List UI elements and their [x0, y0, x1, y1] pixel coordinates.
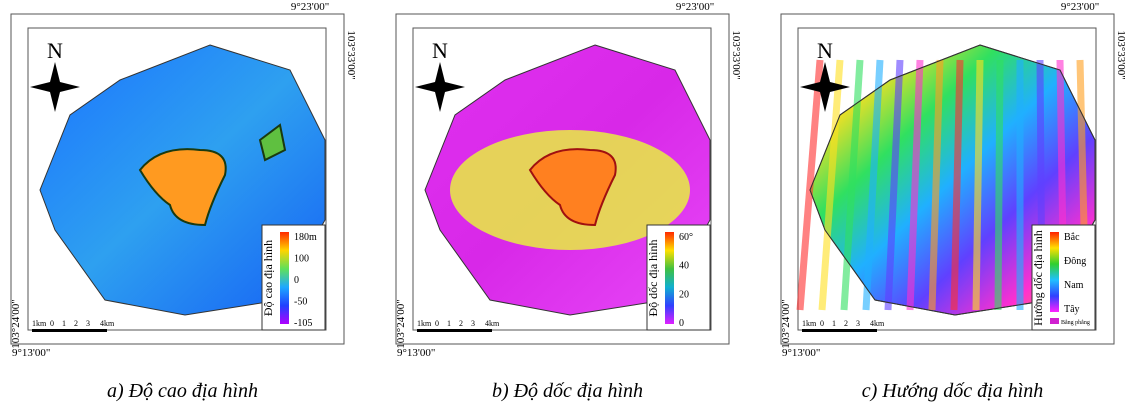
scale-label: 1 [62, 319, 66, 328]
scale-label: 0 [820, 319, 824, 328]
scale-bar [32, 329, 107, 332]
scale-label: 1km [417, 319, 432, 328]
scale-label: 4km [100, 319, 115, 328]
map-panel: N 9°23'00" 103°33'00" 103°24'00"9°13'00" 1km… [780, 0, 1125, 360]
scale-bar [417, 329, 492, 332]
legend-label: 100 [294, 254, 309, 265]
legend-label: Bằng phẳng [1061, 319, 1090, 326]
coord-left: 103°24'00" [395, 299, 407, 348]
legend-label: 0 [679, 318, 684, 329]
north-label: N [432, 38, 448, 63]
coord-left: 103°24'00" [780, 299, 792, 348]
coord-top: 9°23'00" [1061, 1, 1099, 13]
flat-swatch [1050, 318, 1059, 324]
legend-label: Tây [1064, 304, 1080, 315]
legend-title: Hướng dốc địa hình [1031, 230, 1045, 326]
map-panel: N 9°23'00" 103°33'00" 103°24'00"9°13'00" 1km… [10, 0, 355, 360]
figure: N9°23'00"103°33'00"103°24'00"9°13'00"1km… [0, 0, 1128, 410]
north-arrow [415, 62, 465, 112]
aspect-stripe [998, 60, 1000, 310]
legend-label: Bắc [1064, 232, 1080, 243]
scale-label: 0 [50, 319, 54, 328]
north-label: N [817, 38, 833, 63]
coord-right: 103°33'00" [345, 30, 355, 79]
coord-bottom: 9°13'00" [782, 347, 820, 359]
north-arrow [30, 62, 80, 112]
caption: b) Độ dốc địa hình [395, 380, 740, 403]
scale-bar [802, 329, 877, 332]
legend-bar [280, 232, 289, 324]
legend-label: Đông [1064, 256, 1086, 267]
scale-label: 2 [459, 319, 463, 328]
coord-right: 103°33'00" [1115, 30, 1125, 79]
coord-bottom: 9°13'00" [397, 347, 435, 359]
legend-label: 180m [294, 232, 317, 243]
legend-bar [665, 232, 674, 324]
scale-label: 2 [74, 319, 78, 328]
scale-label: 1 [447, 319, 451, 328]
scale-label: 0 [435, 319, 439, 328]
legend-label: Nam [1064, 280, 1084, 291]
legend-label: 60° [679, 232, 693, 243]
coord-top: 9°23'00" [291, 1, 329, 13]
legend-title: Độ dốc địa hình [646, 240, 660, 317]
scale-label: 4km [485, 319, 500, 328]
coord-bottom: 9°13'00" [12, 347, 50, 359]
legend-label: 40 [679, 261, 689, 272]
coord-right: 103°33'00" [730, 30, 740, 79]
caption: a) Độ cao địa hình [10, 380, 355, 403]
legend-label: 0 [294, 275, 299, 286]
legend-title: Độ cao địa hình [261, 240, 275, 316]
legend-label: 20 [679, 289, 689, 300]
legend-label: -105 [294, 318, 312, 329]
coord-left: 103°24'00" [10, 299, 22, 348]
scale-label: 4km [870, 319, 885, 328]
legend-label: -50 [294, 297, 307, 308]
scale-label: 3 [471, 319, 475, 328]
scale-label: 3 [86, 319, 90, 328]
scale-label: 1km [32, 319, 47, 328]
scale-label: 2 [844, 319, 848, 328]
caption: c) Hướng dốc địa hình [780, 380, 1125, 403]
scale-label: 3 [856, 319, 860, 328]
north-label: N [47, 38, 63, 63]
coord-top: 9°23'00" [676, 1, 714, 13]
aspect-stripe [976, 60, 980, 310]
map-panel: N 9°23'00" 103°33'00" 103°24'00"9°13'00" 1km… [395, 0, 740, 360]
scale-label: 1km [802, 319, 817, 328]
scale-label: 1 [832, 319, 836, 328]
legend-bar [1050, 232, 1059, 312]
